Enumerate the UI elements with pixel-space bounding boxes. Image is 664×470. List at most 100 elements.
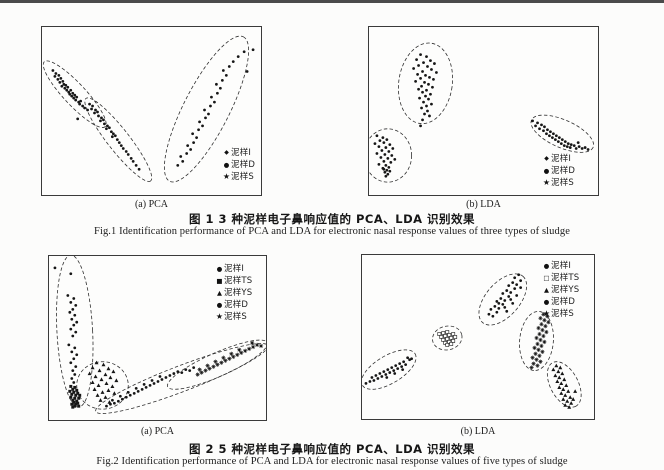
data-point-dot — [390, 154, 394, 157]
data-point-dot — [111, 398, 114, 402]
data-point-star — [537, 331, 542, 337]
data-point-dot — [415, 58, 418, 61]
data-point-triangle — [93, 374, 98, 379]
dot-marker-icon: ● — [543, 261, 550, 270]
triangle-marker-icon: ▲ — [544, 285, 549, 294]
data-point-dot — [107, 126, 111, 130]
dot-marker-icon: ● — [216, 264, 223, 273]
data-point-dot — [126, 153, 130, 156]
data-point-dot — [499, 297, 503, 300]
fig2-pca-panel-label: (a) PCA — [140, 426, 175, 437]
data-point-dot — [382, 167, 386, 171]
data-point-dot — [184, 368, 188, 371]
dot-marker-icon: ● — [216, 300, 223, 309]
data-point-dot — [160, 378, 164, 381]
data-point-dot — [242, 50, 246, 54]
data-point-star — [540, 349, 545, 355]
legend-item: ● 泥样D — [222, 159, 255, 171]
data-point-star — [529, 365, 534, 370]
cluster-ellipse — [167, 339, 266, 390]
fig1-pca-legend: ◆ 泥样I ● 泥样D ★ 泥样S — [222, 147, 255, 183]
data-point-dot — [542, 129, 545, 133]
data-point-dot — [586, 148, 590, 151]
data-point-dot — [120, 397, 124, 401]
data-point-star — [249, 340, 255, 346]
data-point-dot — [67, 343, 71, 347]
data-point-star — [530, 355, 535, 360]
data-point-dot — [412, 67, 415, 70]
data-point-dot — [559, 142, 563, 145]
data-point-triangle — [99, 377, 104, 382]
data-point-dot — [383, 153, 387, 156]
data-point-dot — [421, 118, 424, 122]
data-point-dot — [100, 116, 103, 120]
data-point-dot — [142, 383, 146, 386]
data-point-dot — [76, 117, 80, 121]
data-point-dot — [119, 144, 123, 147]
data-point-dot — [433, 62, 436, 65]
data-point-star — [231, 354, 236, 359]
data-point-dot — [102, 118, 105, 122]
data-point-dot — [410, 357, 413, 361]
legend-label: 泥样S — [224, 311, 247, 322]
data-point-square — [78, 393, 82, 397]
data-point-dot — [417, 64, 420, 67]
data-point-dot — [152, 382, 156, 385]
data-point-dot — [503, 305, 507, 309]
legend-label: 泥样D — [231, 159, 256, 170]
data-point-dot — [60, 84, 64, 88]
data-point-triangle — [558, 365, 563, 370]
data-point-triangle — [565, 399, 570, 403]
data-point-dot — [91, 104, 94, 108]
data-point-triangle — [554, 363, 559, 368]
data-point-triangle — [557, 375, 562, 380]
data-point-dot — [215, 82, 218, 86]
data-point-dot — [103, 122, 106, 126]
data-point-dot — [111, 132, 115, 136]
data-point-dot — [418, 96, 421, 100]
data-point-dot — [556, 140, 560, 144]
data-point-dot — [72, 357, 76, 361]
legend-label: 泥样S — [231, 171, 254, 182]
data-point-triangle — [566, 389, 571, 393]
data-point-dot — [66, 85, 70, 89]
data-point-star — [229, 351, 234, 357]
data-point-dot — [86, 108, 89, 112]
data-point-dot — [73, 93, 77, 97]
data-point-dot — [402, 360, 406, 364]
diamond-marker-icon: ◆ — [224, 149, 229, 156]
data-point-star — [258, 343, 264, 349]
dot-marker-icon: ● — [543, 297, 550, 306]
data-point-square — [77, 396, 81, 400]
data-point-square — [69, 384, 73, 388]
data-point-dot — [387, 150, 391, 153]
data-point-dot — [118, 394, 122, 398]
data-point-dot — [372, 379, 376, 382]
data-point-dot — [429, 92, 432, 96]
data-point-dot — [392, 369, 396, 372]
legend-label: 泥样I — [231, 147, 252, 158]
data-point-dot — [426, 65, 429, 68]
data-point-dot — [580, 147, 584, 150]
data-point-star — [219, 360, 224, 365]
legend-label: 泥样I — [551, 260, 572, 271]
data-point-dot — [576, 141, 580, 145]
data-point-triangle — [87, 371, 92, 376]
data-point-square — [70, 392, 74, 396]
data-point-dot — [426, 109, 429, 113]
data-point-dot — [192, 366, 196, 370]
data-point-dot — [393, 372, 397, 375]
data-point-star — [533, 351, 538, 356]
data-point-dot — [71, 334, 75, 338]
data-point-dot — [574, 147, 578, 150]
data-point-dot — [79, 99, 83, 103]
data-point-dot — [381, 136, 385, 140]
data-point-dot — [565, 145, 569, 148]
data-point-dot — [427, 82, 430, 86]
data-point-dot — [519, 286, 523, 289]
data-point-star — [546, 319, 551, 325]
data-point-dot — [124, 150, 128, 153]
data-point-dot — [70, 317, 74, 321]
data-point-triangle — [103, 372, 108, 377]
fig2-pca-legend: ● 泥样I ■ 泥样TS ▲ 泥样YS ● 泥样D ★ 泥样S — [215, 263, 252, 323]
